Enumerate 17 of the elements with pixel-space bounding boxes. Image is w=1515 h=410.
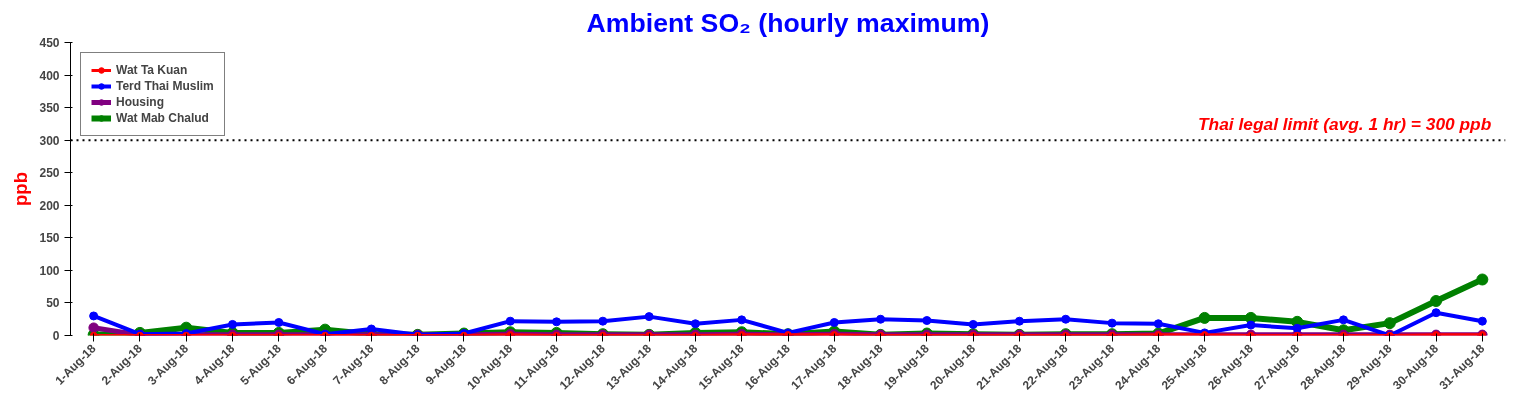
y-tick-label: 350 bbox=[39, 101, 60, 116]
chart-title: Ambient SO₂ (hourly maximum) bbox=[586, 7, 990, 38]
y-tick-label: 150 bbox=[39, 231, 60, 246]
y-tick-label: 450 bbox=[39, 36, 60, 50]
y-tick-label: 0 bbox=[52, 329, 60, 343]
y-tick-label: 250 bbox=[39, 166, 60, 181]
y-tick-label: 200 bbox=[39, 198, 60, 213]
y-tick-label: 300 bbox=[39, 133, 60, 148]
legend-label: Housing bbox=[116, 95, 164, 109]
ref-line-label: Thai legal limit (avg. 1 hr) = 300 ppb bbox=[1198, 114, 1492, 135]
legend-label: Wat Ta Kuan bbox=[116, 63, 188, 77]
y-tick-label: 100 bbox=[39, 263, 60, 278]
legend-label: Terd Thai Muslim bbox=[116, 79, 214, 93]
y-axis-title: ppb bbox=[10, 171, 32, 207]
legend-label: Wat Mab Chalud bbox=[116, 111, 209, 125]
y-tick-label: 400 bbox=[39, 68, 60, 83]
y-tick-label: 50 bbox=[46, 296, 60, 311]
